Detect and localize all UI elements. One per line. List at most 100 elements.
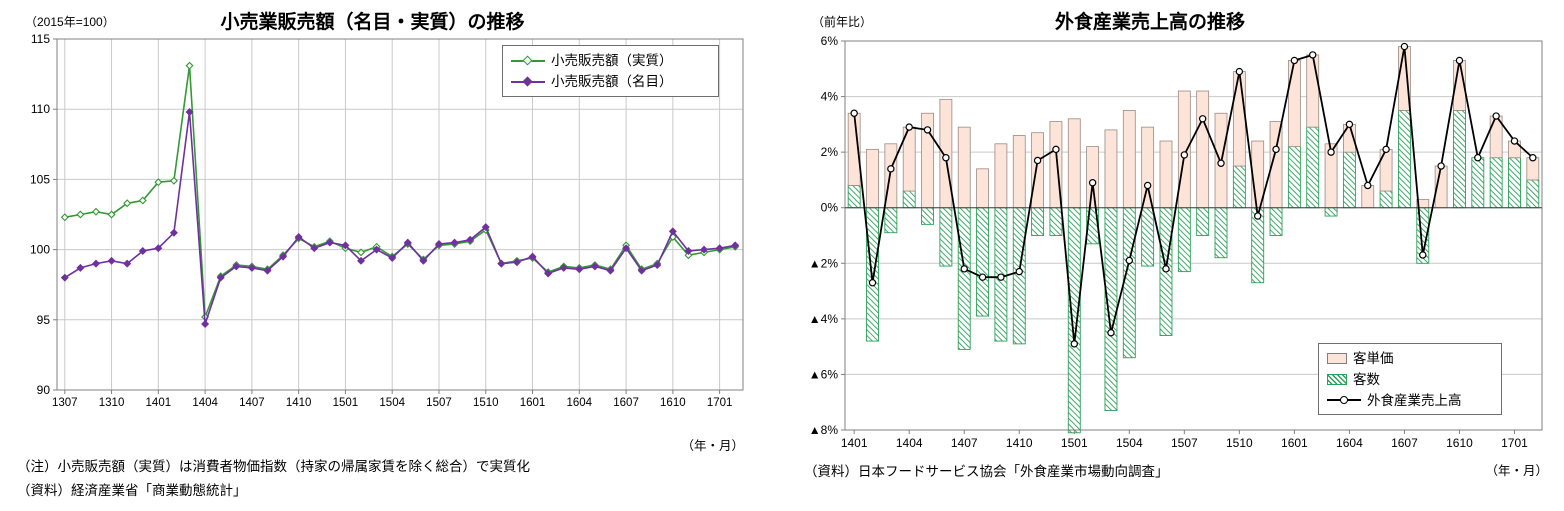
price-bar bbox=[1379, 148, 1393, 192]
left-chart-source: （資料）経済産業省「商業動態統計」 bbox=[17, 483, 247, 498]
series-total-line bbox=[853, 46, 1534, 345]
price-bar bbox=[1159, 140, 1173, 209]
x-tick-label: 1401 bbox=[146, 397, 172, 409]
price-bar-swatch-icon bbox=[1327, 352, 1347, 364]
price-bar bbox=[1177, 90, 1191, 209]
right-chart-legend: 客単価 客数 外食産業売上高 bbox=[1318, 343, 1502, 415]
price-bar bbox=[1104, 129, 1118, 209]
left-chart-title: 小売業販売額（名目・実質）の推移 bbox=[220, 12, 525, 33]
price-bar bbox=[1067, 118, 1081, 209]
y-tick-label: 95 bbox=[37, 313, 51, 327]
price-bar bbox=[1196, 90, 1210, 209]
count-bar bbox=[1379, 190, 1393, 209]
x-tick-label: 1407 bbox=[951, 436, 978, 450]
x-tick-label: 1501 bbox=[333, 397, 359, 409]
legend-item-total: 外食産業売上高 bbox=[1327, 392, 1493, 409]
y-tick-label: 105 bbox=[30, 172, 50, 186]
count-bar bbox=[1067, 207, 1081, 434]
x-tick-label: 1404 bbox=[896, 436, 923, 450]
price-bar bbox=[976, 168, 989, 209]
count-bar bbox=[1526, 179, 1540, 209]
y-tick-label: 2% bbox=[821, 145, 839, 159]
count-bar bbox=[1031, 207, 1045, 236]
count-bar bbox=[1453, 110, 1466, 209]
count-bar bbox=[921, 207, 934, 225]
x-tick-label: 1504 bbox=[379, 397, 405, 409]
price-bar bbox=[1012, 135, 1026, 209]
retail-sales-chart-panel: （2015年=100） 小売業販売額（名目・実質）の推移 1307 1310 140… bbox=[15, 5, 760, 505]
count-bar bbox=[1287, 146, 1301, 209]
count-bar bbox=[1471, 157, 1485, 209]
x-tick-label: 1307 bbox=[52, 397, 78, 409]
price-bar bbox=[1306, 54, 1320, 128]
count-bar bbox=[1141, 207, 1155, 267]
left-y-axis-unit-label: （2015年=100） bbox=[25, 15, 115, 29]
count-bar bbox=[1508, 157, 1521, 209]
x-tick-label: 1607 bbox=[613, 397, 639, 409]
left-chart-legend: 小売販売額（実質） 小売販売額（名目） bbox=[502, 45, 719, 97]
x-tick-label: 1310 bbox=[99, 397, 125, 409]
count-bar bbox=[1196, 207, 1210, 236]
right-y-axis-unit-label: （前年比） bbox=[812, 15, 873, 29]
count-bar bbox=[1049, 207, 1063, 236]
legend-label-price: 客単価 bbox=[1353, 350, 1394, 366]
legend-label-count: 客数 bbox=[1353, 371, 1380, 387]
count-bar bbox=[1397, 110, 1411, 209]
price-bar bbox=[1031, 132, 1044, 209]
y-tick-label: 110 bbox=[31, 102, 50, 116]
x-tick-label: 1407 bbox=[239, 397, 265, 409]
total-series-line-marker-icon bbox=[1327, 394, 1361, 406]
x-tick-label: 1604 bbox=[566, 397, 592, 409]
count-bar bbox=[884, 207, 898, 234]
y-tick-label: ▲2% bbox=[809, 256, 839, 270]
price-bar bbox=[1141, 126, 1155, 209]
y-tick-label: 90 bbox=[37, 383, 51, 397]
count-bar bbox=[847, 185, 861, 209]
count-bar bbox=[1012, 207, 1026, 345]
series-total-markers bbox=[850, 42, 1537, 348]
price-bar bbox=[1122, 110, 1136, 209]
price-bar bbox=[939, 98, 953, 209]
price-bar bbox=[1086, 146, 1100, 209]
count-bar bbox=[1232, 165, 1246, 209]
series-nominal-markers bbox=[60, 108, 740, 328]
food-service-stacked-bar-chart: 6% 4% 2% 0% ▲2% ▲4% ▲6% ▲8%1401 1404 1407 1410 1501… bbox=[809, 34, 1543, 450]
x-tick-label: 1610 bbox=[660, 397, 686, 409]
count-bar bbox=[1489, 157, 1503, 209]
right-chart-title: 外食産業売上高の推移 bbox=[1054, 12, 1245, 33]
count-bar bbox=[1104, 207, 1118, 411]
y-tick-label: 6% bbox=[821, 34, 839, 48]
legend-item-price: 客単価 bbox=[1327, 350, 1493, 367]
y-tick-label: 115 bbox=[31, 33, 50, 46]
count-bar bbox=[1342, 151, 1356, 209]
count-bar bbox=[866, 207, 879, 342]
count-bar bbox=[1214, 207, 1228, 259]
count-bar-swatch-icon bbox=[1327, 373, 1347, 385]
right-chart-source: （資料）日本フードサービス協会「外食産業市場動向調査」 bbox=[804, 464, 1169, 479]
x-tick-label: 1504 bbox=[1116, 436, 1143, 450]
series-real-line bbox=[64, 65, 736, 318]
x-tick-label: 1601 bbox=[1281, 436, 1308, 450]
plot-border bbox=[56, 38, 744, 391]
price-bar bbox=[1287, 60, 1301, 147]
x-tick-label: 1401 bbox=[841, 436, 868, 450]
x-tick-label: 1610 bbox=[1446, 436, 1473, 450]
x-tick-label: 1604 bbox=[1336, 436, 1363, 450]
series-nominal-line bbox=[64, 111, 736, 325]
real-series-line-marker-icon bbox=[511, 55, 545, 67]
x-tick-label: 1510 bbox=[473, 397, 499, 409]
x-tick-label: 1701 bbox=[707, 397, 733, 409]
stacked-bars bbox=[847, 46, 1540, 434]
x-tick-label: 1507 bbox=[426, 397, 452, 409]
nominal-series-line-marker-icon bbox=[511, 76, 545, 88]
legend-item-real: 小売販売額（実質） bbox=[511, 52, 710, 69]
legend-item-count: 客数 bbox=[1327, 371, 1493, 388]
price-bar bbox=[866, 148, 879, 209]
series-real-markers bbox=[60, 61, 740, 321]
price-bar bbox=[957, 126, 971, 209]
legend-label-real: 小売販売額（実質） bbox=[551, 53, 673, 68]
price-bar bbox=[1232, 71, 1246, 167]
x-tick-label: 1501 bbox=[1061, 436, 1088, 450]
count-bar bbox=[902, 190, 916, 209]
